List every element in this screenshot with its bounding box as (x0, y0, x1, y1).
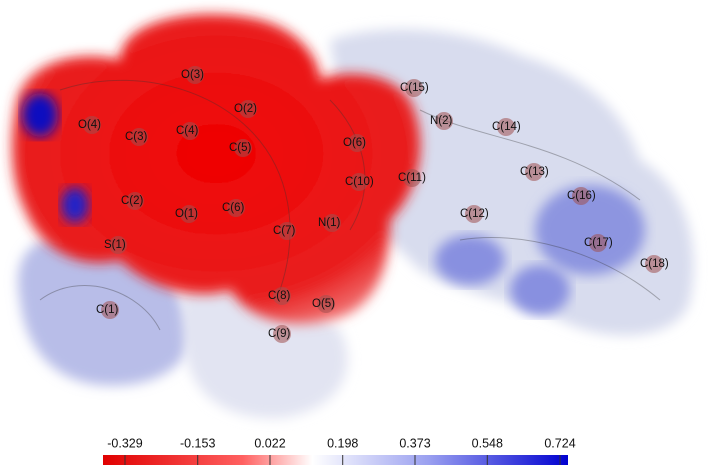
atom-label: C(2) (121, 195, 144, 207)
atom-label: C(15) (400, 82, 429, 94)
atom-label: C(5) (229, 142, 252, 154)
colorbar-tick-label: 0.548 (472, 436, 503, 450)
atom-label: C(16) (567, 190, 596, 202)
atom (273, 325, 291, 343)
atom (186, 66, 204, 84)
atom-label: C(7) (273, 225, 296, 237)
atom-label: O(5) (312, 298, 335, 310)
atom (645, 255, 663, 273)
atom (465, 205, 483, 223)
atom (278, 222, 296, 240)
colorbar-tick-label: 0.022 (254, 436, 285, 450)
atom (101, 301, 119, 319)
atom (589, 234, 607, 252)
atom (234, 139, 252, 157)
atom (273, 287, 291, 305)
atom-label: S(1) (104, 239, 126, 251)
atom (239, 100, 257, 118)
colorbar-tick-label: -0.153 (180, 436, 215, 450)
atom (227, 199, 245, 217)
atom (435, 112, 453, 130)
atom (317, 295, 335, 313)
atom-label: C(10) (345, 176, 374, 188)
atom (109, 236, 127, 254)
atom (323, 214, 341, 232)
atom (572, 187, 590, 205)
atom-labels: O(4) C(3) C(4) O(3) O(2) C(5) C(2) O(1) C(6) S(1)… (78, 69, 669, 340)
colorbar (103, 455, 568, 465)
atom-label: C(13) (520, 166, 549, 178)
surface (12, 14, 694, 419)
colorbar-ticks: -0.329 -0.153 0.022 0.198 0.373 0.548 0.724 (107, 436, 576, 465)
atom (126, 192, 144, 210)
atom-label: N(1) (318, 217, 341, 229)
atom-label: C(8) (268, 290, 291, 302)
atom-label: C(4) (176, 125, 199, 137)
atom-label: C(14) (492, 121, 521, 133)
atom-label: C(3) (125, 131, 148, 143)
atom (181, 122, 199, 140)
atoms (83, 66, 663, 343)
atom-label: C(9) (268, 328, 291, 340)
atom-label: C(1) (96, 304, 119, 316)
atom-label: O(2) (234, 103, 257, 115)
atom (130, 128, 148, 146)
atom-label: O(3) (181, 69, 204, 81)
atom-label: O(4) (78, 119, 101, 131)
atom-label: C(6) (222, 202, 245, 214)
atom-label: O(1) (175, 208, 198, 220)
atom (405, 79, 423, 97)
atom-label: C(11) (398, 172, 426, 184)
atom (350, 173, 368, 191)
atom-label: C(17) (584, 237, 613, 249)
atom-label: C(18) (640, 258, 669, 270)
atom (180, 205, 198, 223)
atom (83, 116, 101, 134)
atom-label: C(12) (460, 208, 489, 220)
atom (525, 163, 543, 181)
atom-label: N(2) (430, 115, 453, 127)
colorbar-tick-label: -0.329 (107, 436, 142, 450)
atom (403, 169, 421, 187)
atom (497, 118, 515, 136)
colorbar-tick-label: 0.198 (327, 436, 358, 450)
atom-label: O(6) (343, 137, 366, 149)
colorbar-tick-label: 0.724 (544, 436, 575, 450)
colorbar-tick-label: 0.373 (399, 436, 430, 450)
atom (348, 134, 366, 152)
